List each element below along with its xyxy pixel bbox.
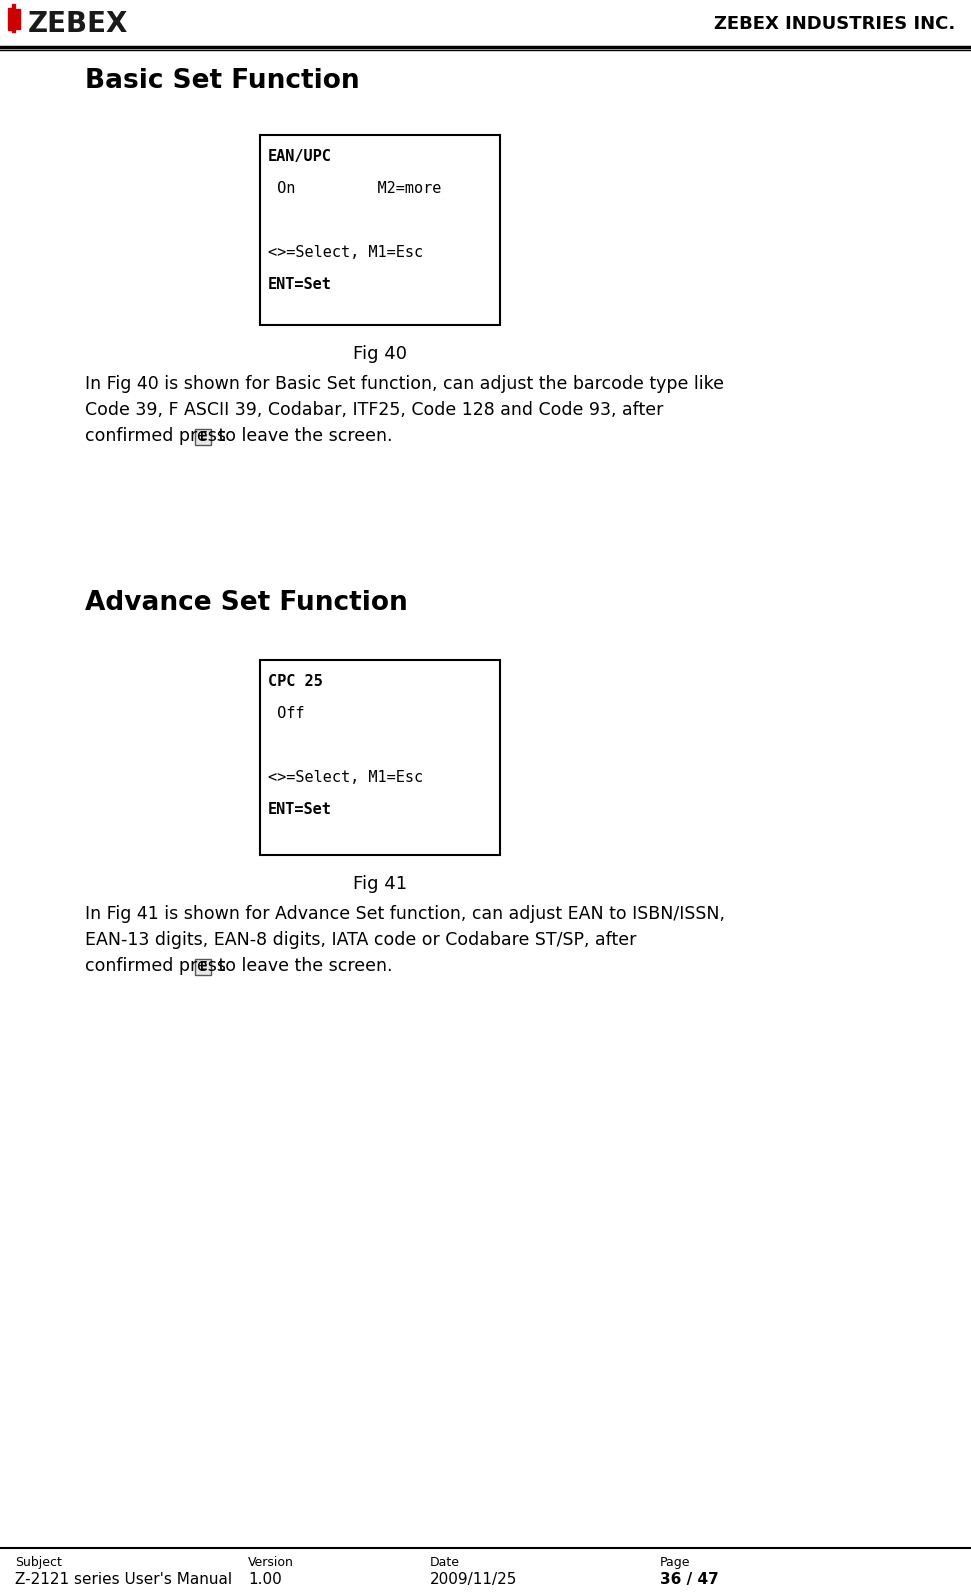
Text: On         M2=more: On M2=more <box>268 180 442 196</box>
Text: ENT=Set: ENT=Set <box>268 803 332 817</box>
Text: <>=Select, M1=Esc: <>=Select, M1=Esc <box>268 246 423 260</box>
Text: ENT=Set: ENT=Set <box>268 278 332 292</box>
Text: to leave the screen.: to leave the screen. <box>214 428 393 445</box>
Text: Off: Off <box>268 705 305 721</box>
Text: 36 / 47: 36 / 47 <box>660 1572 719 1586</box>
Text: EAN/UPC: EAN/UPC <box>268 148 332 164</box>
Bar <box>12 5 15 32</box>
Text: E: E <box>200 961 207 974</box>
Text: to leave the screen.: to leave the screen. <box>214 958 393 975</box>
Text: Z-2121 series User's Manual: Z-2121 series User's Manual <box>15 1572 232 1586</box>
Text: E: E <box>200 431 207 444</box>
Text: <>=Select, M1=Esc: <>=Select, M1=Esc <box>268 769 423 785</box>
Text: Basic Set Function: Basic Set Function <box>85 69 359 94</box>
Text: Page: Page <box>660 1556 690 1569</box>
Bar <box>195 959 212 975</box>
Bar <box>8 8 12 30</box>
Text: Code 39, F ASCII 39, Codabar, ITF25, Code 128 and Code 93, after: Code 39, F ASCII 39, Codabar, ITF25, Cod… <box>85 401 663 420</box>
Text: 2009/11/25: 2009/11/25 <box>430 1572 518 1586</box>
Bar <box>195 429 212 445</box>
Text: EAN-13 digits, EAN-8 digits, IATA code or Codabare ST/SP, after: EAN-13 digits, EAN-8 digits, IATA code o… <box>85 930 636 950</box>
Text: 1.00: 1.00 <box>248 1572 282 1586</box>
Text: confirmed press: confirmed press <box>85 428 231 445</box>
Text: Date: Date <box>430 1556 460 1569</box>
Bar <box>16 10 20 29</box>
Text: Advance Set Function: Advance Set Function <box>85 591 408 616</box>
Text: confirmed press: confirmed press <box>85 958 231 975</box>
Bar <box>260 136 500 326</box>
Text: In Fig 41 is shown for Advance Set function, can adjust EAN to ISBN/ISSN,: In Fig 41 is shown for Advance Set funct… <box>85 905 725 922</box>
Text: Version: Version <box>248 1556 294 1569</box>
Text: CPC 25: CPC 25 <box>268 674 322 689</box>
Text: ZEBEX INDUSTRIES INC.: ZEBEX INDUSTRIES INC. <box>714 14 955 34</box>
Text: In Fig 40 is shown for Basic Set function, can adjust the barcode type like: In Fig 40 is shown for Basic Set functio… <box>85 375 724 393</box>
Text: Fig 41: Fig 41 <box>352 875 407 894</box>
Bar <box>260 661 500 855</box>
Text: Subject: Subject <box>15 1556 62 1569</box>
Text: ZEBEX: ZEBEX <box>28 10 128 38</box>
Text: Fig 40: Fig 40 <box>353 345 407 362</box>
